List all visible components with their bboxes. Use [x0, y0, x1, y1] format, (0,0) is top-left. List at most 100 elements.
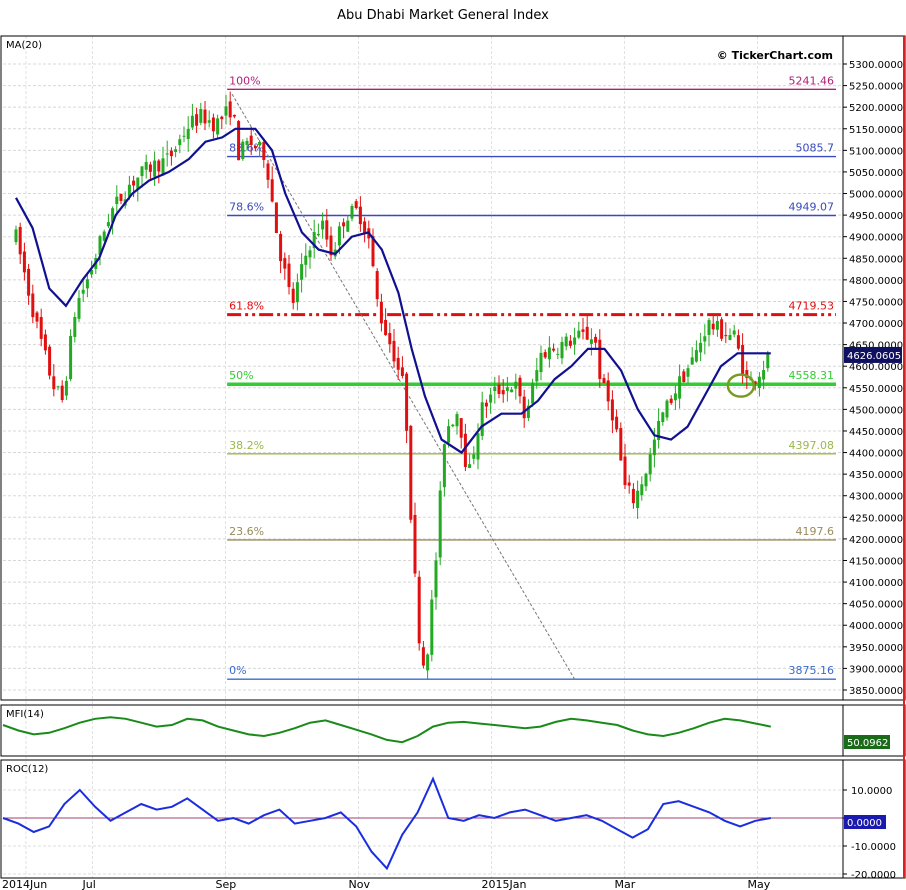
y-tick-label: 4750.0000 — [849, 297, 903, 308]
roc-tick-label: -10.0000 — [851, 842, 896, 853]
candle-body — [52, 376, 56, 390]
y-tick-label: 4250.0000 — [849, 513, 903, 524]
candle-body — [421, 647, 425, 666]
fibonacci-levels: 100%5241.4688.6%5085.778.6%4949.0761.8%4… — [227, 74, 836, 680]
candle-body — [249, 135, 253, 145]
candle-body — [682, 371, 686, 382]
candle-body — [90, 269, 94, 275]
candle-body — [409, 425, 413, 520]
candle-body — [241, 141, 245, 160]
panel-frame — [0, 704, 906, 757]
candle-body — [300, 264, 304, 280]
candle-body — [556, 353, 560, 355]
roc-line — [2, 776, 771, 871]
candle-body — [165, 153, 169, 155]
candle-body — [657, 421, 661, 441]
x-tick-label: Jul — [82, 878, 96, 890]
moving-average-line — [15, 127, 771, 455]
candle-body — [115, 196, 119, 205]
candle-body — [342, 222, 346, 227]
candle-body — [598, 339, 602, 379]
y-tick-label: 4450.0000 — [849, 427, 903, 438]
mfi-last-value: 50.0962 — [847, 738, 888, 749]
x-tick-label: Sep — [216, 878, 237, 890]
candle-body — [228, 101, 232, 118]
candle-body — [384, 319, 388, 336]
candle-body — [220, 116, 224, 120]
candle-body — [283, 258, 287, 269]
candle-body — [489, 394, 493, 403]
y-tick-label: 4050.0000 — [849, 600, 903, 611]
candle-body — [60, 385, 64, 400]
candle-body — [552, 348, 556, 351]
y-tick-label: 4500.0000 — [849, 405, 903, 416]
candle-body — [279, 233, 283, 262]
candle-body — [610, 399, 614, 421]
candle-body — [636, 490, 640, 509]
candle-body — [245, 140, 249, 145]
x-tick-label: 2015Jan — [482, 878, 527, 890]
candle-body — [518, 377, 522, 397]
y-tick-label: 4550.0000 — [849, 384, 903, 395]
highlight-circle — [726, 373, 756, 398]
candle-body — [497, 384, 501, 394]
candle-body — [354, 201, 358, 209]
y-tick-label: 3850.0000 — [849, 686, 903, 697]
y-tick-label: 4700.0000 — [849, 319, 903, 330]
candle-body — [438, 490, 442, 558]
candle-body — [203, 109, 207, 124]
candle-body — [547, 347, 551, 360]
y-tick-label: 5100.0000 — [849, 146, 903, 157]
candle-body — [493, 386, 497, 392]
candle-body — [430, 599, 434, 655]
candle-body — [266, 163, 270, 180]
candle-body — [413, 514, 417, 574]
fib-value-label: 3875.16 — [789, 664, 835, 677]
candle-body — [736, 335, 740, 349]
candle-body — [43, 334, 47, 351]
candle-body — [426, 654, 430, 671]
candle-body — [480, 402, 484, 436]
candle-body — [216, 118, 220, 135]
y-tick-label: 4200.0000 — [849, 535, 903, 546]
y-tick-label: 4100.0000 — [849, 578, 903, 589]
candle-body — [690, 357, 694, 365]
y-tick-label: 5000.0000 — [849, 190, 903, 201]
candle-body — [111, 208, 115, 223]
candle-body — [295, 282, 299, 303]
candle-body — [539, 352, 543, 373]
candle-body — [199, 109, 203, 123]
candle-body — [573, 337, 577, 345]
candle-body — [447, 426, 451, 443]
candle-body — [371, 236, 375, 267]
price-grid — [3, 36, 843, 878]
candle-body — [211, 117, 215, 132]
candle-body — [73, 317, 77, 337]
candle-body — [388, 333, 392, 345]
y-tick-label: 4150.0000 — [849, 556, 903, 567]
candle-body — [484, 402, 488, 407]
candle-body — [308, 250, 312, 258]
candle-body — [644, 473, 648, 487]
fib-value-label: 4949.07 — [789, 201, 835, 214]
candle-body — [291, 288, 295, 303]
roc-last-value: 0.0000 — [847, 818, 882, 829]
candle-body — [762, 370, 766, 380]
moving-average-group — [15, 127, 771, 455]
candle-body — [732, 330, 736, 335]
y-tick-label: 4300.0000 — [849, 492, 903, 503]
candle-body — [375, 271, 379, 300]
x-tick-label: Nov — [349, 878, 371, 890]
candle-body — [69, 335, 73, 380]
candle-body — [745, 370, 749, 379]
candle-body — [48, 346, 52, 376]
candle-body — [270, 179, 274, 202]
fib-percent-label: 23.6% — [229, 525, 264, 538]
candle-body — [648, 454, 652, 475]
y-tick-label: 4350.0000 — [849, 470, 903, 481]
candle-body — [442, 444, 446, 488]
panel-labels: MA(20) © TickerChart.com MFI(14) ROC(12) — [6, 40, 833, 775]
candle-body — [207, 120, 211, 123]
candle-body — [417, 576, 421, 644]
candle-body — [274, 202, 278, 234]
